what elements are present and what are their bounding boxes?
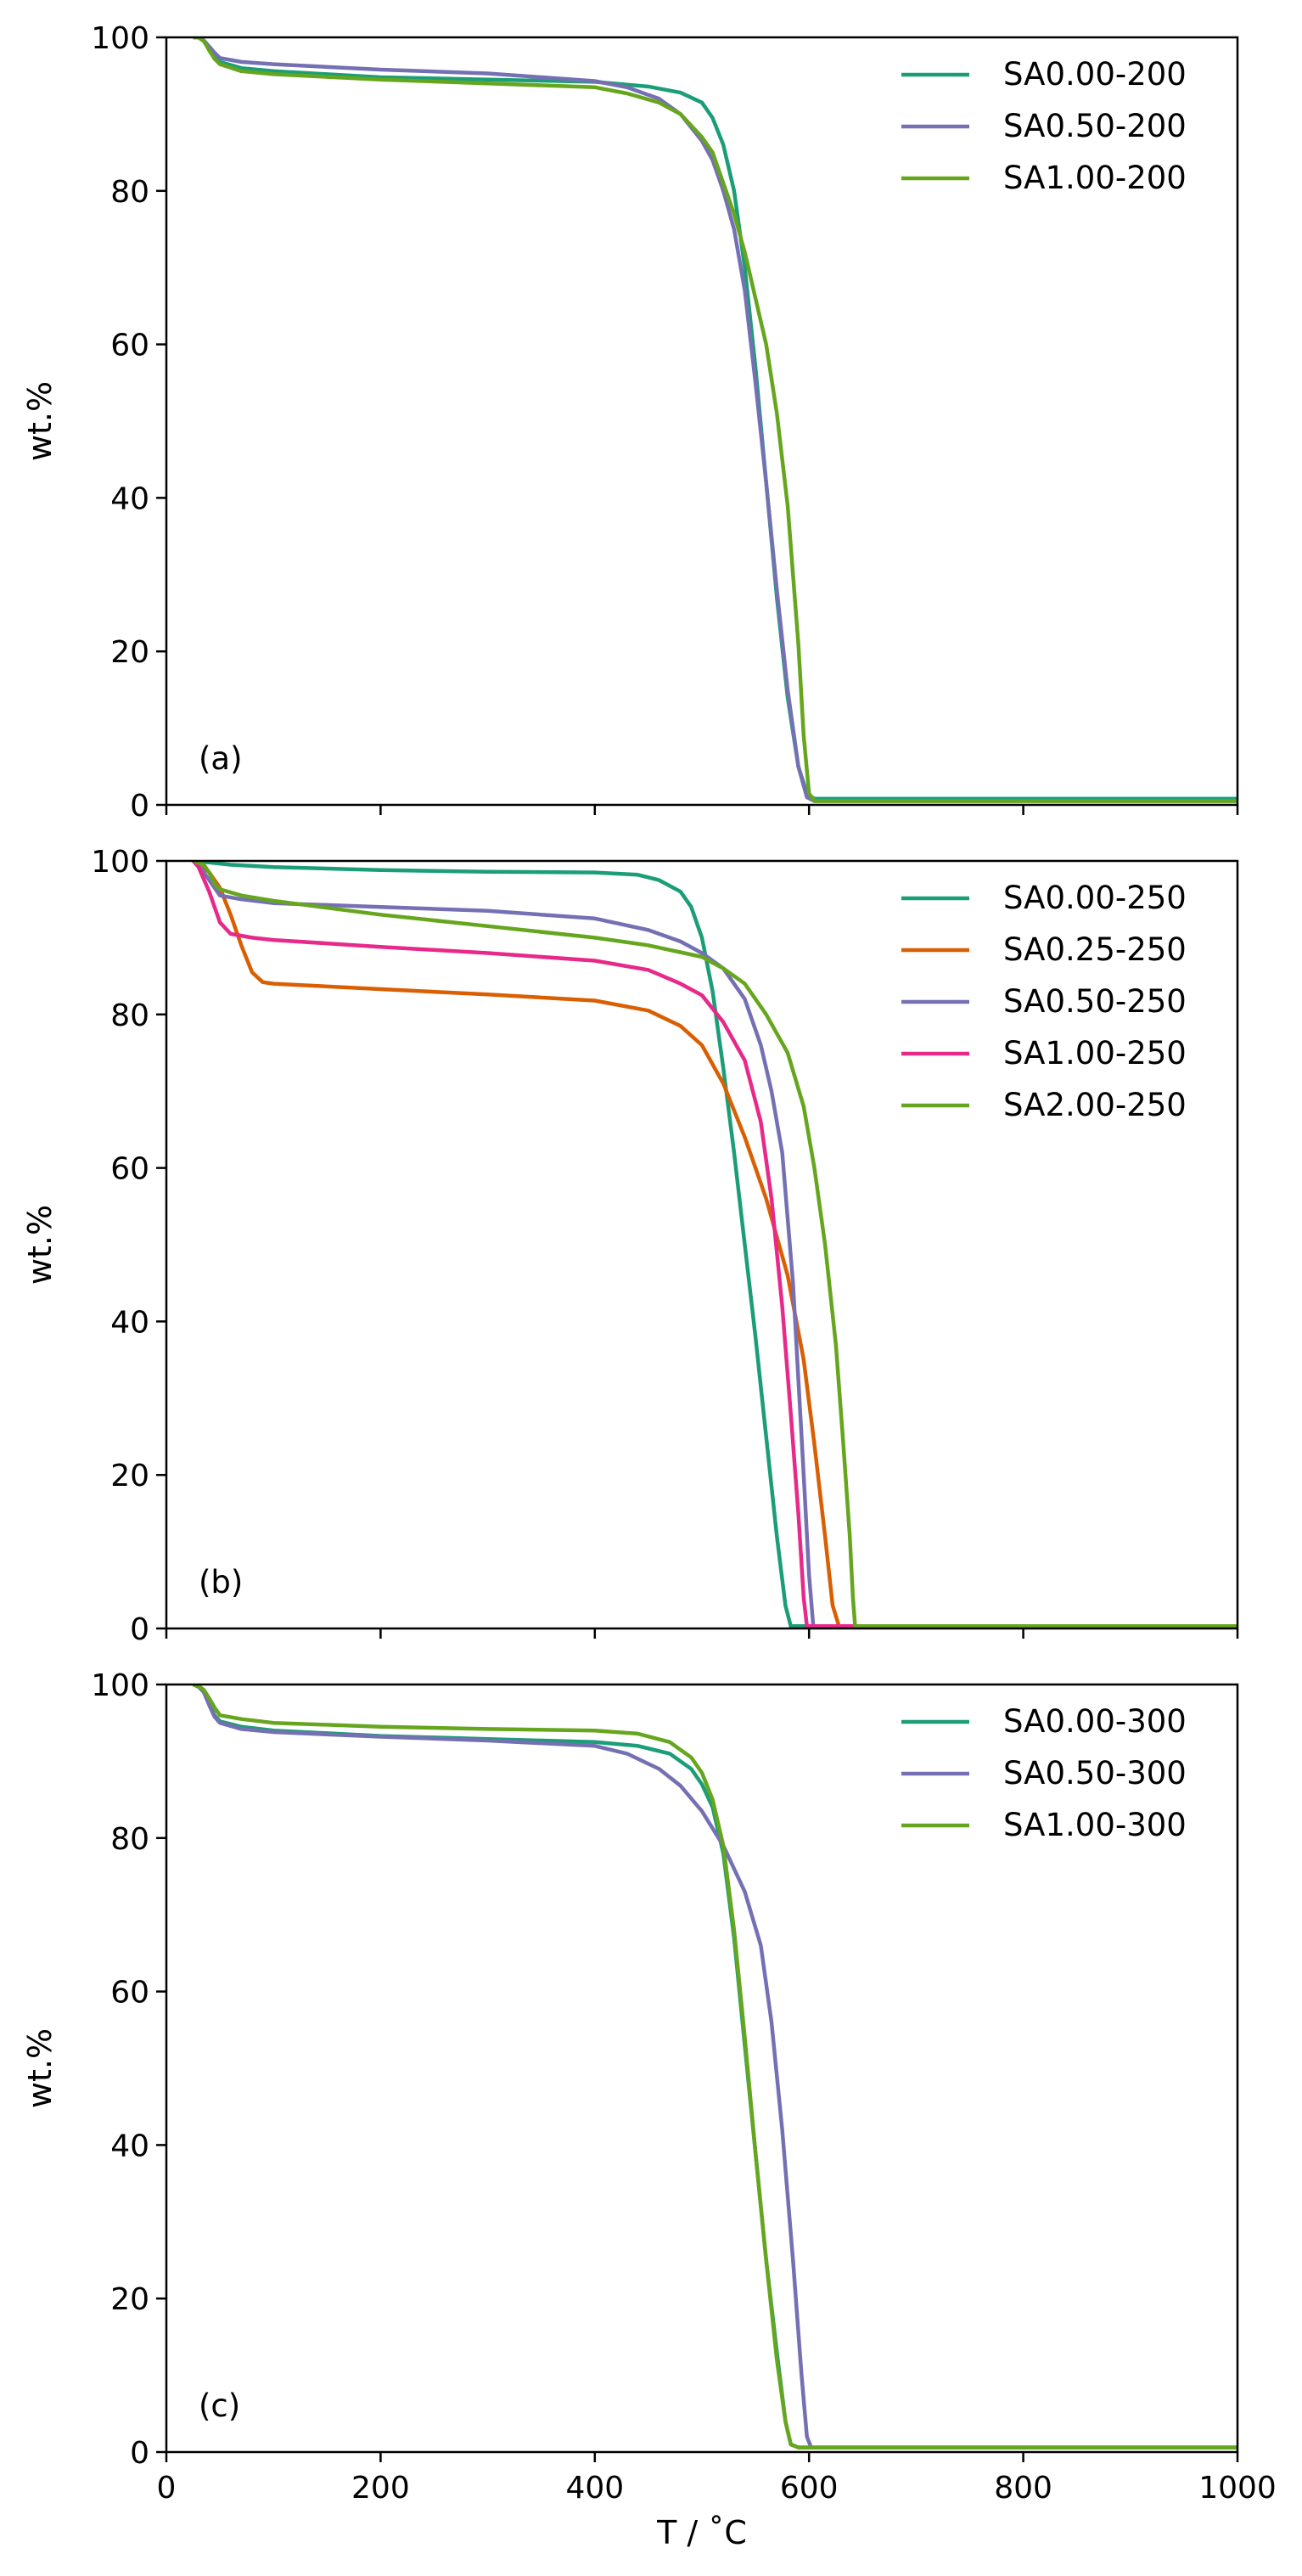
series-line-SA0.00-300 xyxy=(192,1685,1237,2449)
y-tick-label: 80 xyxy=(110,1822,149,1857)
panel-2: 020406080100wt.%(b)SA0.00-250SA0.25-250S… xyxy=(21,845,1239,1647)
panel-label: (b) xyxy=(199,1564,243,1600)
y-axis-label: wt.% xyxy=(21,381,59,461)
legend-label: SA0.50-200 xyxy=(1003,108,1187,144)
y-axis-label: wt.% xyxy=(21,1205,59,1285)
y-tick-label: 0 xyxy=(130,2436,149,2471)
legend-label: SA0.50-300 xyxy=(1003,1755,1187,1791)
series-line-SA0.50-300 xyxy=(192,1685,1237,2449)
legend-label: SA0.00-250 xyxy=(1003,880,1187,916)
series-line-SA0.50-250 xyxy=(192,861,1237,1628)
series-line-SA0.00-200 xyxy=(193,37,1237,801)
series-line-SA2.00-250 xyxy=(192,861,1237,1628)
series-group xyxy=(191,861,1237,1628)
series-line-SA0.50-200 xyxy=(193,37,1237,803)
x-tick-label: 1000 xyxy=(1198,2471,1277,2506)
series-line-SA1.00-200 xyxy=(193,37,1237,803)
x-axis-label: T / ˚C xyxy=(656,2514,747,2551)
legend-label: SA1.00-300 xyxy=(1003,1807,1187,1843)
y-tick-label: 20 xyxy=(110,635,149,670)
y-tick-label: 0 xyxy=(130,1612,149,1647)
legend-label: SA1.00-250 xyxy=(1003,1035,1187,1071)
series-group xyxy=(192,1685,1237,2449)
series-line-SA1.00-300 xyxy=(192,1685,1237,2449)
y-tick-label: 80 xyxy=(110,998,149,1033)
y-tick-label: 60 xyxy=(110,1152,149,1187)
y-tick-label: 100 xyxy=(91,845,149,880)
x-tick-label: 0 xyxy=(157,2471,177,2506)
legend-label: SA0.50-250 xyxy=(1003,983,1187,1020)
y-tick-label: 0 xyxy=(130,789,149,824)
legend: SA0.00-300 SA0.50-300 SA1.00-300 xyxy=(901,1703,1187,1843)
legend-label: SA0.00-200 xyxy=(1003,56,1187,93)
legend: SA0.00-200 SA0.50-200 SA1.00-200 xyxy=(901,56,1187,196)
legend-label: SA2.00-250 xyxy=(1003,1087,1187,1123)
y-tick-label: 40 xyxy=(110,2129,149,2163)
y-tick-label: 100 xyxy=(91,21,149,56)
y-tick-label: 40 xyxy=(110,1305,149,1340)
plot-frame xyxy=(165,1683,1239,2454)
legend: SA0.00-250 SA0.25-250 SA0.50-250 SA1.00-250… xyxy=(901,880,1187,1123)
y-tick-label: 40 xyxy=(110,481,149,516)
x-tick-label: 400 xyxy=(565,2471,624,2506)
x-tick-label: 800 xyxy=(994,2471,1052,2506)
y-tick-label: 100 xyxy=(91,1668,149,1703)
legend-label: SA1.00-200 xyxy=(1003,160,1187,196)
x-tick-label: 200 xyxy=(351,2471,410,2506)
panel-1: 020406080100wt.%(a)SA0.00-200SA0.50-200S… xyxy=(21,21,1239,824)
series-line-SA0.25-250 xyxy=(192,861,1237,1628)
series-line-SA0.00-250 xyxy=(193,861,1237,1628)
y-tick-label: 60 xyxy=(110,329,149,363)
y-tick-label: 20 xyxy=(110,2282,149,2317)
y-tick-label: 80 xyxy=(110,175,149,210)
plot-frame xyxy=(165,36,1239,807)
x-tick-label: 600 xyxy=(780,2471,839,2506)
y-tick-label: 60 xyxy=(110,1976,149,2011)
legend-label: SA0.00-300 xyxy=(1003,1703,1187,1740)
y-axis-label: wt.% xyxy=(21,2028,59,2108)
series-line-SA1.00-250 xyxy=(191,861,1237,1628)
plot-frame xyxy=(165,859,1239,1630)
panel-label: (a) xyxy=(199,740,243,777)
legend-label: SA0.25-250 xyxy=(1003,931,1187,968)
panel-label: (c) xyxy=(199,2388,240,2424)
series-group xyxy=(193,37,1237,803)
y-tick-label: 20 xyxy=(110,1459,149,1493)
